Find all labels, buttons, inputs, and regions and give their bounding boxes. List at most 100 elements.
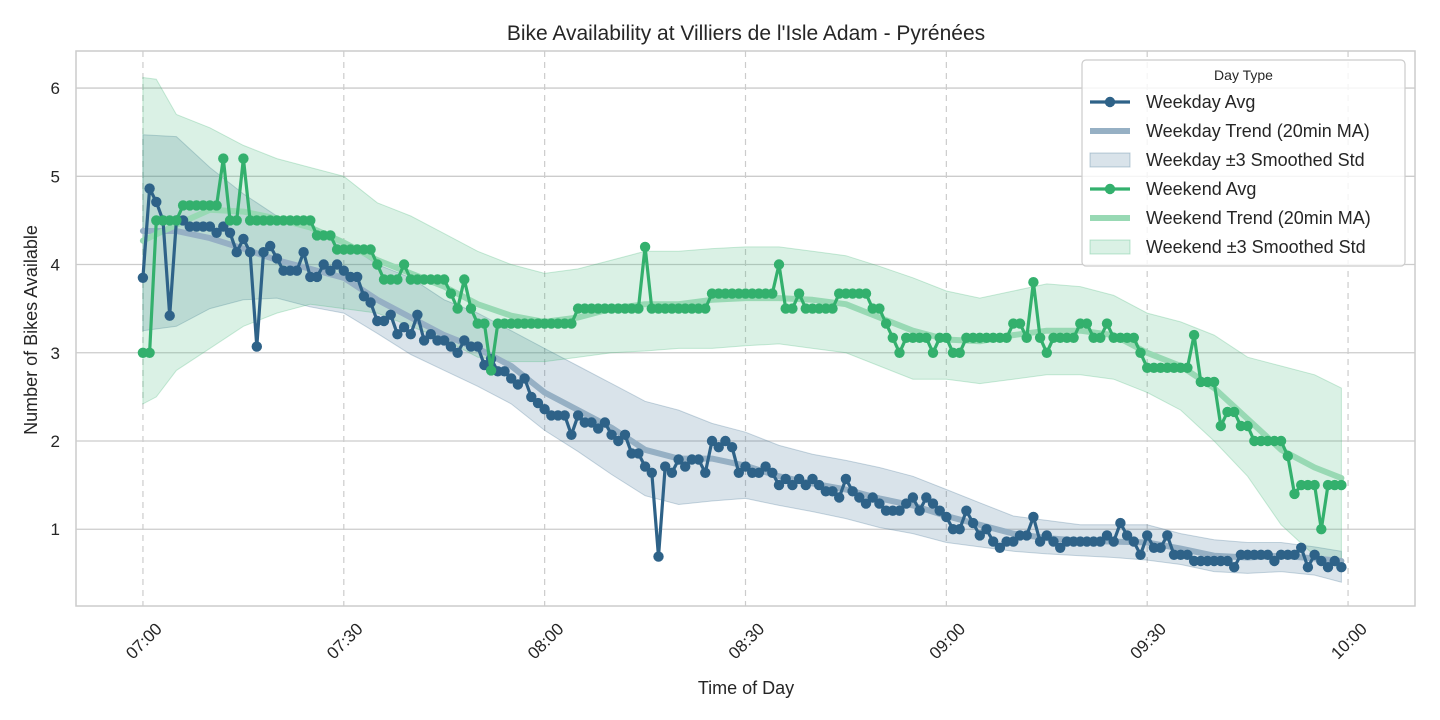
- weekday-avg-point: [318, 259, 329, 270]
- weekday-avg-point: [961, 505, 972, 516]
- weekday-avg-point: [459, 335, 470, 346]
- weekday-avg-point: [720, 435, 731, 447]
- weekday-avg-point: [894, 505, 905, 516]
- weekday-avg-point: [653, 551, 664, 562]
- weekday-avg-point: [1329, 555, 1340, 567]
- weekend-avg-point: [700, 303, 711, 314]
- weekday-avg-point: [1289, 549, 1300, 560]
- weekday-avg-point: [164, 310, 175, 321]
- weekday-avg-point: [352, 271, 363, 283]
- weekday-avg-point: [1162, 530, 1173, 541]
- weekday-avg-point: [1309, 549, 1320, 560]
- x-tick-label: 07:00: [122, 619, 166, 663]
- weekday-avg-point: [988, 536, 999, 547]
- weekday-avg-point: [867, 492, 878, 503]
- weekday-avg-point: [1108, 536, 1119, 547]
- weekday-avg-point: [1229, 562, 1240, 573]
- weekday-avg-point: [800, 479, 811, 491]
- weekend-avg-point: [1336, 479, 1347, 491]
- weekend-avg-point: [1229, 406, 1240, 418]
- weekday-avg-point: [860, 498, 872, 509]
- weekday-avg-point: [439, 335, 450, 346]
- weekday-avg-point: [901, 498, 912, 509]
- weekend-avg-point: [1275, 435, 1287, 447]
- y-tick-label: 5: [51, 167, 60, 186]
- y-tick-label: 1: [51, 520, 60, 539]
- weekday-avg-point: [921, 492, 932, 503]
- weekend-avg-point: [365, 244, 376, 255]
- legend: Day Type Weekday Avg Weekday Trend (20min …: [1081, 59, 1406, 267]
- weekend-avg-point: [144, 347, 155, 358]
- weekend-avg-point: [894, 347, 905, 358]
- weekday-avg-point: [599, 417, 611, 428]
- weekday-avg-point: [445, 341, 457, 352]
- weekday-avg-point: [827, 486, 838, 497]
- weekend-avg-point: [1309, 479, 1320, 491]
- weekday-avg-point: [1041, 530, 1053, 541]
- weekday-avg-point: [1142, 530, 1153, 541]
- weekend-avg-point: [485, 365, 497, 376]
- weekday-avg-point: [338, 265, 349, 276]
- weekday-avg-point: [452, 347, 463, 358]
- chart-title: Bike Availability at Villiers de l'Isle …: [507, 22, 985, 45]
- weekday-avg-point: [258, 247, 269, 258]
- legend-entry: Weekend Trend (20min MA): [1090, 208, 1371, 228]
- legend-label: Weekday Avg: [1146, 92, 1255, 112]
- weekend-avg-point: [1014, 318, 1026, 329]
- weekday-avg-point: [941, 511, 952, 523]
- weekend-avg-point: [1068, 332, 1079, 343]
- weekday-avg-point: [1101, 530, 1113, 541]
- weekday-avg-point: [218, 221, 229, 232]
- weekday-avg-point: [1121, 530, 1133, 541]
- weekday-avg-point: [680, 461, 691, 472]
- weekday-avg-point: [572, 410, 584, 421]
- weekday-avg-point: [1008, 536, 1019, 547]
- weekend-avg-point: [398, 259, 410, 270]
- legend-label: Weekend ±3 Smoothed Std: [1146, 237, 1366, 257]
- weekday-avg-point: [726, 442, 738, 453]
- weekday-avg-point: [613, 435, 624, 447]
- x-tick-label: 10:00: [1327, 619, 1371, 663]
- weekday-avg-point: [700, 467, 711, 478]
- weekend-avg-point: [1282, 450, 1294, 462]
- y-tick-label: 4: [51, 256, 60, 275]
- weekend-avg-point: [639, 241, 651, 253]
- weekday-avg-markers: [137, 183, 1347, 573]
- x-tick-label: 08:00: [524, 619, 568, 663]
- weekday-avg-point: [767, 467, 778, 478]
- weekend-avg-point: [1242, 420, 1253, 432]
- weekday-avg-point: [773, 479, 785, 491]
- weekday-avg-point: [760, 461, 771, 472]
- weekend-avg-point: [1001, 332, 1012, 343]
- weekend-avg-point: [767, 288, 778, 299]
- weekday-avg-point: [673, 454, 684, 465]
- legend-entry: Weekday Trend (20min MA): [1090, 121, 1370, 141]
- weekday-avg-point: [325, 265, 336, 276]
- weekday-avg-point: [539, 404, 550, 415]
- weekday-avg-point: [238, 233, 249, 245]
- weekday-avg-point: [907, 492, 919, 503]
- weekday-avg-point: [224, 227, 236, 238]
- weekday-avg-point: [526, 391, 537, 403]
- data-layer: [137, 76, 1347, 583]
- weekend-avg-point: [1135, 347, 1146, 358]
- weekend-avg-point: [566, 318, 577, 329]
- legend-swatch-band: [1089, 152, 1131, 168]
- weekday-avg-point: [211, 227, 222, 238]
- weekend-avg-point: [1041, 347, 1053, 358]
- legend-label: Weekend Avg: [1146, 179, 1256, 199]
- weekend-avg-point: [439, 274, 450, 285]
- weekday-avg-point: [392, 329, 403, 340]
- weekend-avg-point: [372, 259, 383, 270]
- weekday-avg-point: [499, 366, 510, 377]
- weekend-avg-point: [1101, 318, 1113, 329]
- legend-label: Weekday ±3 Smoothed Std: [1146, 150, 1365, 170]
- legend-label: Weekend Trend (20min MA): [1146, 208, 1371, 228]
- weekday-avg-point: [994, 542, 1006, 553]
- weekend-avg-point: [238, 153, 249, 164]
- weekday-avg-point: [1222, 555, 1233, 567]
- weekend-avg-point: [211, 200, 222, 211]
- weekend-avg-point: [827, 303, 838, 314]
- weekday-avg-point: [358, 291, 370, 302]
- y-axis-title: Number of Bikes Available: [21, 225, 41, 435]
